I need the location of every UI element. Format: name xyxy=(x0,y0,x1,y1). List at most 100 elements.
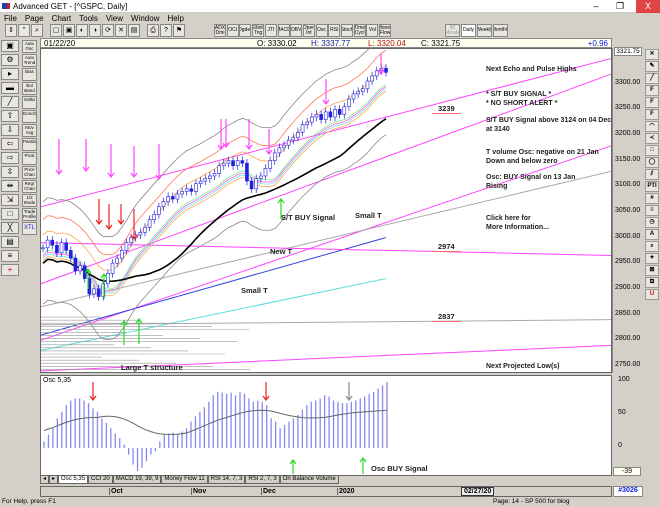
study-tool-pivot[interactable]: Pivot xyxy=(22,152,37,165)
menu-chart[interactable]: Chart xyxy=(51,13,72,23)
toolbar-icon-0[interactable]: ⇕ xyxy=(5,24,17,37)
toolbar-icon-9[interactable]: ▤ xyxy=(128,24,140,37)
toolbar-icon-3[interactable]: ▢ xyxy=(50,24,62,37)
square-icon[interactable]: □ xyxy=(1,208,19,220)
study-button-stoch[interactable]: Stoch xyxy=(341,24,353,37)
tab-macd[interactable]: MACD 19, 39, 9 xyxy=(112,476,162,484)
toolbar-icon-5[interactable]: ◐ xyxy=(76,24,88,37)
tool-u-button[interactable]: U xyxy=(645,289,659,300)
study-button-rsi[interactable]: RSI xyxy=(328,24,341,37)
study-tool-xtl[interactable]: XTL xyxy=(22,222,37,235)
study-tool-donch[interactable]: Donch xyxy=(22,110,37,123)
toolbar-icon-10[interactable]: ⎙ xyxy=(147,24,159,37)
copy-icon[interactable]: ⧉ xyxy=(645,277,659,288)
period-button-daily[interactable]: Daily xyxy=(461,24,476,37)
keys-icon[interactable]: ⚙ xyxy=(1,54,19,66)
study-button-macd[interactable]: MACD xyxy=(277,24,290,37)
camera-icon[interactable]: ▣ xyxy=(1,40,19,52)
close-button[interactable]: X xyxy=(636,0,660,13)
period-button-weekly[interactable]: Weekly xyxy=(477,24,492,37)
study-tool-bol-band[interactable]: Bol Band xyxy=(22,82,37,95)
end-date[interactable]: 02/27/20 xyxy=(461,487,495,496)
zoom-icon[interactable]: ⌕ xyxy=(645,241,659,252)
toolbar-icon-2[interactable]: ⌕ xyxy=(31,24,43,37)
menu-file[interactable]: File xyxy=(4,13,17,23)
arrow-left-icon[interactable]: ⇦ xyxy=(1,138,19,150)
fan-icon[interactable]: ≺ xyxy=(645,133,659,144)
line-icon[interactable]: ╱ xyxy=(645,73,659,84)
tab-rsi-14[interactable]: RSI 14, 7, 3 xyxy=(207,476,246,484)
box-icon[interactable]: □ xyxy=(645,145,659,156)
menu-view[interactable]: View xyxy=(105,13,124,23)
minimize-button[interactable]: – xyxy=(593,1,599,11)
study-tool-trade-profile[interactable]: Trade Profile xyxy=(22,208,37,221)
fill-icon[interactable]: ≡ xyxy=(1,250,19,262)
tab-cci[interactable]: CCI 20 xyxy=(88,476,113,484)
fib-ext-icon[interactable]: F xyxy=(645,85,659,96)
study-tool-price-chan[interactable]: Price Chan xyxy=(22,166,37,179)
box-select-icon[interactable]: ⊠ xyxy=(645,265,659,276)
menu-tools[interactable]: Tools xyxy=(79,13,98,23)
study-button-vol[interactable]: Vol xyxy=(366,24,379,37)
color-icon[interactable]: ▤ xyxy=(1,236,19,248)
lines-icon[interactable]: ╳ xyxy=(1,222,19,234)
tab-scroll-left[interactable]: ◂ xyxy=(40,476,50,484)
study-button-adx-dmi[interactable]: ADX Dmi xyxy=(214,24,226,37)
study-button-ogden[interactable]: Ogden xyxy=(239,24,252,37)
menu-page[interactable]: Page xyxy=(24,13,44,23)
go-next-icon[interactable]: ▸ xyxy=(1,68,19,80)
fib-time-icon[interactable]: F xyxy=(645,109,659,120)
study-tool-parabolic[interactable]: Parabolic xyxy=(22,138,37,151)
arrow-right-icon[interactable]: ⇨ xyxy=(1,152,19,164)
study-tool-regr-chan[interactable]: Regr Chan xyxy=(22,180,37,193)
ruler-icon[interactable]: ▬ xyxy=(1,82,19,94)
more-info-link-1[interactable]: Click here for xyxy=(486,215,531,222)
tab-money-flow[interactable]: Money Flow 11 xyxy=(161,476,208,484)
toolbar-icon-11[interactable]: ? xyxy=(160,24,172,37)
trend-icon[interactable]: ╱ xyxy=(1,96,19,108)
tab-scroll-right[interactable]: ▸ xyxy=(49,476,59,484)
tool-a-button[interactable]: A xyxy=(645,229,659,240)
study-tool-auto-trend[interactable]: Auto Trend xyxy=(22,54,37,67)
toolbar-icon-12[interactable]: ⚑ xyxy=(173,24,185,37)
plus-icon[interactable]: + xyxy=(1,264,19,276)
toolbar-icon-4[interactable]: ▣ xyxy=(63,24,75,37)
restore-button[interactable]: ❐ xyxy=(615,1,625,11)
study-button-time-cycl[interactable]: Time Cycl xyxy=(353,24,366,37)
clock-icon[interactable]: ◷ xyxy=(645,217,659,228)
compress-icon[interactable]: ⇲ xyxy=(1,194,19,206)
fib-ret-icon[interactable]: F xyxy=(645,97,659,108)
period-button-monthly[interactable]: Monthly xyxy=(493,24,508,37)
period-button-60-minute[interactable]: 60 Minute xyxy=(445,24,460,37)
study-tool-auto-osc[interactable]: Auto Osc xyxy=(22,40,37,53)
study-tool-bias[interactable]: Bias xyxy=(22,68,37,81)
study-button-open-int[interactable]: Open Int xyxy=(302,24,315,37)
marker-icon[interactable]: ✦ xyxy=(645,253,659,264)
tab-osc[interactable]: Osc 5,35 xyxy=(58,476,89,484)
tab-obv[interactable]: On Balance Volume xyxy=(279,476,339,484)
oscillator-panel[interactable]: Osc 5,35 Osc BUY Signal xyxy=(40,375,612,476)
tool-pti-button[interactable]: PTI xyxy=(645,181,659,192)
more-info-link-2[interactable]: More Information... xyxy=(486,224,549,231)
study-button-jti[interactable]: JTI xyxy=(264,24,277,37)
grid-icon[interactable]: # xyxy=(645,193,659,204)
pencil-icon[interactable]: ✎ xyxy=(645,61,659,72)
study-button-oci[interactable]: OCI xyxy=(226,24,239,37)
study-tool-delta[interactable]: Delta xyxy=(22,96,37,109)
study-button-osc[interactable]: Osc xyxy=(315,24,328,37)
toolbar-icon-8[interactable]: ✕ xyxy=(115,24,127,37)
study-button-obv[interactable]: OBV xyxy=(290,24,303,37)
ellipse-icon[interactable]: ◯ xyxy=(645,157,659,168)
close-icon[interactable]: ✕ xyxy=(645,49,659,60)
study-tool-1-2-mode[interactable]: 1/2 Mode xyxy=(22,194,37,207)
toolbar-icon-7[interactable]: ⟳ xyxy=(102,24,114,37)
arrow-up-icon[interactable]: ⇧ xyxy=(1,110,19,122)
tab-rsi-2[interactable]: RSI 2, 7, 3 xyxy=(245,476,280,484)
arc-icon[interactable]: ◠ xyxy=(645,121,659,132)
menu-window[interactable]: Window xyxy=(131,13,160,23)
study-button-elliott-trig[interactable]: Elliott Trig xyxy=(252,24,265,37)
expand-icon[interactable]: ⇹ xyxy=(1,180,19,192)
arrow-down-icon[interactable]: ⇩ xyxy=(1,124,19,136)
price-chart[interactable]: S/T BUY Signal Small T New T Small T Lar… xyxy=(40,48,612,373)
menu-help[interactable]: Help xyxy=(167,13,184,23)
